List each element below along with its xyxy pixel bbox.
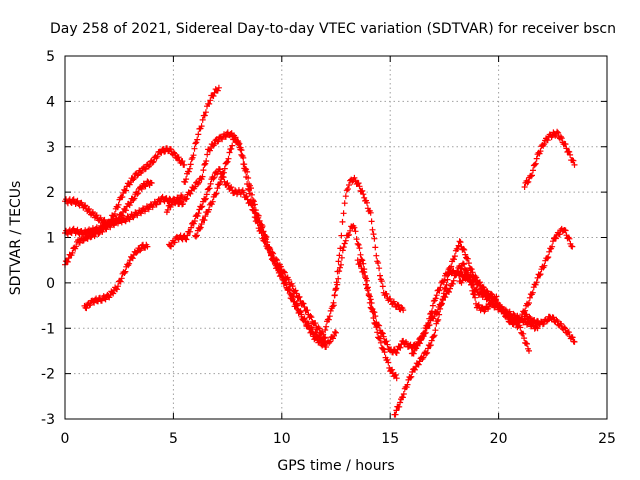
series-markers bbox=[330, 174, 407, 314]
x-tick-label: 25 bbox=[598, 431, 616, 447]
plot-frame bbox=[64, 55, 608, 420]
x-tick-label: 5 bbox=[169, 431, 178, 447]
series-markers bbox=[521, 311, 578, 345]
series-markers bbox=[354, 257, 400, 382]
x-tick-label: 15 bbox=[381, 431, 399, 447]
series-arc-16 bbox=[521, 311, 578, 345]
y-tick-label: 0 bbox=[46, 276, 55, 292]
series-arc-11 bbox=[354, 257, 400, 382]
y-tick-label: -1 bbox=[41, 321, 55, 337]
x-tick-label: 0 bbox=[61, 431, 70, 447]
y-axis-label: SDTVAR / TECUs bbox=[8, 181, 24, 296]
series-markers bbox=[192, 132, 329, 342]
series-arc-6 bbox=[181, 84, 222, 185]
chart-title: Day 258 of 2021, Sidereal Day-to-day VTE… bbox=[50, 21, 616, 37]
y-tick-label: -2 bbox=[41, 367, 55, 383]
y-tick-label: 1 bbox=[46, 231, 55, 247]
tick-layer: 0 5 10 15 20 25 -3 -2 -1 0 1 2 3 4 5 bbox=[41, 49, 616, 447]
x-tick-label: 20 bbox=[490, 431, 508, 447]
series-arc-8 bbox=[192, 132, 329, 342]
series-markers bbox=[521, 128, 578, 190]
series-arc-10 bbox=[330, 174, 407, 314]
y-tick-label: -3 bbox=[41, 412, 55, 428]
series-arc-15 bbox=[521, 128, 578, 190]
x-axis-label: GPS time / hours bbox=[277, 458, 394, 474]
y-tick-label: 2 bbox=[46, 185, 55, 201]
y-tick-label: 4 bbox=[46, 94, 55, 110]
series-arc-4 bbox=[81, 241, 151, 312]
y-tick-label: 5 bbox=[46, 49, 55, 65]
x-tick-label: 10 bbox=[273, 431, 291, 447]
series-markers bbox=[181, 84, 222, 185]
y-tick-label: 3 bbox=[46, 140, 55, 156]
series-markers bbox=[81, 241, 151, 312]
data-layer bbox=[62, 84, 578, 418]
